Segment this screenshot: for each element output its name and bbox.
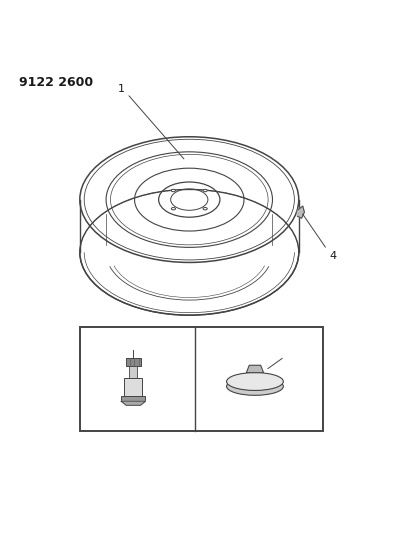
- Bar: [125, 378, 142, 397]
- Ellipse shape: [226, 373, 283, 391]
- Ellipse shape: [203, 207, 207, 210]
- Bar: [126, 358, 141, 366]
- Text: 4: 4: [329, 251, 337, 261]
- Text: 3: 3: [130, 338, 137, 348]
- Ellipse shape: [226, 377, 283, 395]
- Ellipse shape: [171, 189, 175, 192]
- Polygon shape: [80, 189, 299, 262]
- Bar: [129, 366, 137, 378]
- Ellipse shape: [171, 207, 175, 210]
- Ellipse shape: [203, 189, 207, 192]
- Text: 1: 1: [118, 84, 125, 94]
- Text: 2: 2: [283, 347, 290, 357]
- Text: 9122 2600: 9122 2600: [19, 76, 93, 89]
- Bar: [80, 327, 323, 431]
- Polygon shape: [121, 401, 145, 405]
- Polygon shape: [247, 365, 263, 373]
- Bar: [121, 397, 145, 401]
- Polygon shape: [298, 206, 305, 218]
